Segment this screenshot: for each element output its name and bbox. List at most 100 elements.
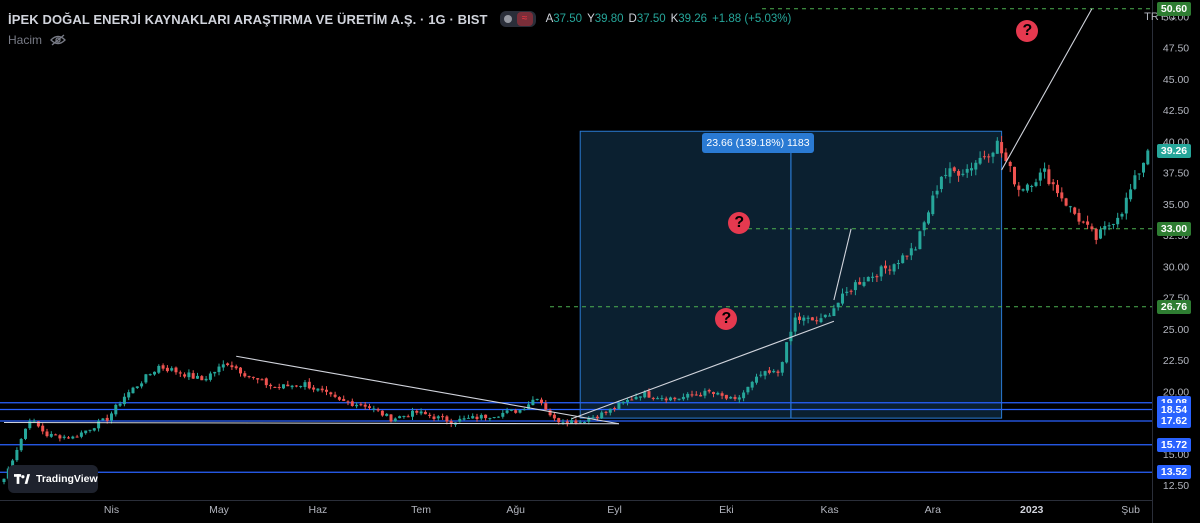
candle-body xyxy=(385,413,389,416)
symbol-title[interactable]: İPEK DOĞAL ENERJİ KAYNAKLARI ARAŞTIRMA V… xyxy=(8,11,488,27)
candle-body xyxy=(965,168,969,173)
eye-hidden-icon[interactable] xyxy=(50,34,66,46)
candle-body xyxy=(909,248,913,256)
candle-body xyxy=(982,156,986,158)
candle-body xyxy=(497,416,500,418)
candle-body xyxy=(200,376,204,381)
range-measure-label: 23.66 (139.18%) 1183 xyxy=(702,133,814,153)
candle-body xyxy=(970,168,973,171)
candle-body xyxy=(299,385,303,387)
trend-line xyxy=(571,320,835,420)
dot-icon xyxy=(503,15,512,23)
candle-body xyxy=(772,370,776,373)
candle-body xyxy=(651,397,655,399)
candle-body xyxy=(436,416,440,419)
candle-body xyxy=(819,318,823,323)
candle-body xyxy=(690,394,694,396)
volume-indicator[interactable]: Hacim xyxy=(8,33,66,47)
candle-body xyxy=(368,406,371,408)
candle-body xyxy=(540,399,543,404)
support-price-tag: 18.54 xyxy=(1157,402,1191,417)
target-price-tag: 33.00 xyxy=(1157,221,1191,236)
candle-body xyxy=(363,404,367,407)
candle-body xyxy=(475,416,479,420)
support-price-tag: 15.72 xyxy=(1157,437,1191,452)
candle-body xyxy=(2,478,6,483)
candle-body xyxy=(849,290,853,292)
close-value: 39.26 xyxy=(678,13,708,25)
trend-line xyxy=(1001,8,1093,171)
chart-style-toggle[interactable]: ≈ xyxy=(499,11,536,27)
time-axis[interactable]: Nis May Haz Tem Ağu Eyl Eki Kas Ara 2023 Şub xyxy=(104,504,1140,516)
candle-body xyxy=(1017,185,1021,190)
candle-body xyxy=(544,403,548,410)
candle-body xyxy=(1129,189,1133,200)
target-price-tag: 50.60 xyxy=(1157,1,1191,16)
candle-body xyxy=(1077,212,1081,222)
candle-body xyxy=(514,410,518,413)
tradingview-logo[interactable]: TradingView xyxy=(8,465,98,493)
candle-body xyxy=(234,366,238,369)
price-range-measurement xyxy=(579,130,1003,419)
candle-body xyxy=(776,371,780,373)
candle-body xyxy=(1000,142,1004,154)
chevron-down-icon: ⌄ xyxy=(1168,11,1178,23)
trend-line xyxy=(3,421,619,425)
candle-body xyxy=(755,376,758,383)
candle-body xyxy=(243,373,247,377)
candle-body xyxy=(290,385,294,388)
candle-body xyxy=(196,375,199,379)
candlestick-series xyxy=(2,135,1150,485)
candle-body xyxy=(423,411,427,415)
candle-body xyxy=(875,276,879,278)
time-tick-label: Ara xyxy=(925,504,942,516)
candle-body xyxy=(325,389,328,392)
volume-label: Hacim xyxy=(8,33,43,47)
candle-body xyxy=(785,342,789,363)
candle-body xyxy=(458,418,462,422)
candle-body xyxy=(879,266,883,277)
candle-body xyxy=(815,320,819,322)
candle-body xyxy=(1090,226,1094,230)
candle-body xyxy=(669,397,672,401)
tradingview-mark-icon xyxy=(14,474,30,484)
candle-body xyxy=(1051,182,1055,185)
candle-body xyxy=(578,421,582,423)
candle-body xyxy=(832,308,836,316)
candle-body xyxy=(157,365,161,373)
candle-body xyxy=(896,263,900,265)
candle-body xyxy=(961,173,965,175)
question-mark-icon: ? xyxy=(1016,20,1039,43)
trend-lines xyxy=(3,8,1093,425)
chart-grid xyxy=(0,0,1153,523)
candle-body xyxy=(350,401,354,406)
candle-body xyxy=(161,365,165,369)
candle-body xyxy=(110,413,113,421)
candle-body xyxy=(62,436,66,438)
candle-body xyxy=(256,378,260,380)
candle-body xyxy=(1043,168,1047,172)
candle-body xyxy=(170,368,174,371)
candle-body xyxy=(88,429,92,431)
price-tick-label: 47.50 xyxy=(1163,43,1189,55)
question-mark-icon: ? xyxy=(715,307,738,330)
candle-body xyxy=(935,190,939,195)
candle-body xyxy=(213,371,217,374)
candle-body xyxy=(1060,192,1064,199)
candle-body xyxy=(1047,169,1051,184)
candle-body xyxy=(716,392,720,395)
candle-body xyxy=(557,418,561,423)
candle-body xyxy=(118,403,122,406)
candle-body xyxy=(647,391,651,398)
candle-body xyxy=(552,414,556,419)
candle-body xyxy=(548,410,552,416)
candle-body xyxy=(759,374,763,376)
candle-body xyxy=(419,411,423,414)
candle-body xyxy=(780,362,784,373)
candle-body xyxy=(591,417,595,419)
candle-body xyxy=(217,366,221,373)
candle-body xyxy=(307,381,311,389)
candle-body xyxy=(114,404,118,415)
candle-body xyxy=(19,439,23,451)
